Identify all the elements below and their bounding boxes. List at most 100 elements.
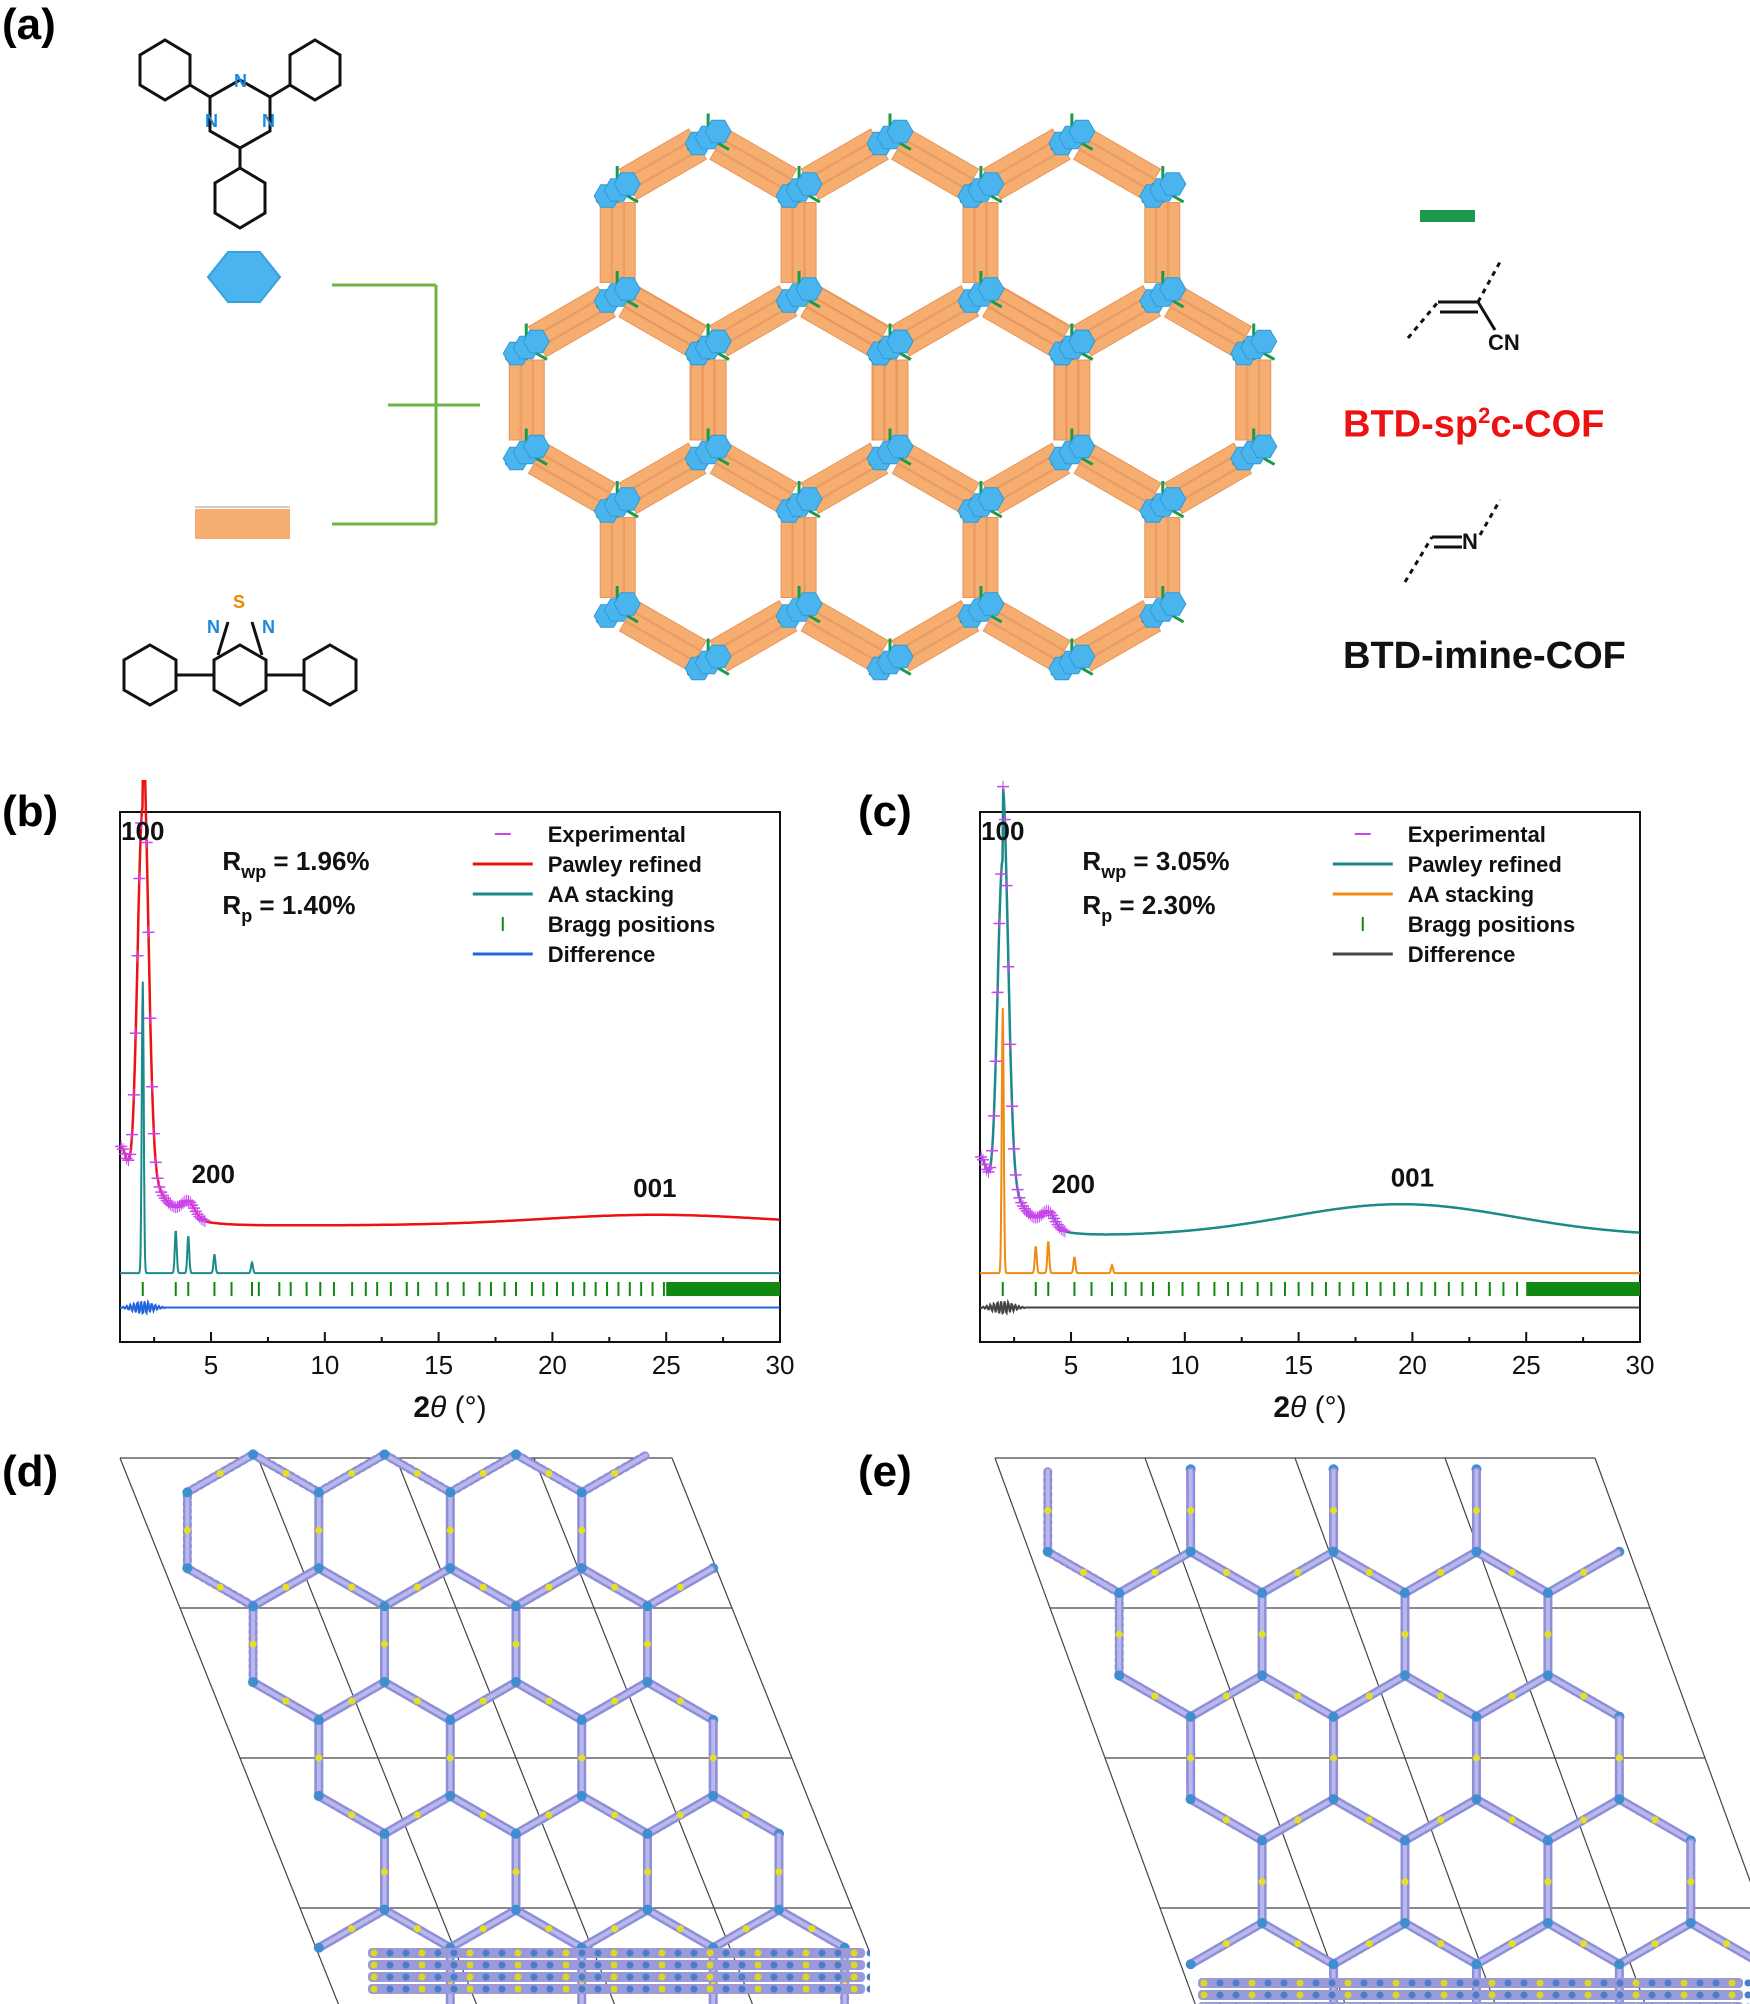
layer-atom xyxy=(738,1961,746,1969)
unit-cell-line xyxy=(994,1457,1196,2004)
cof-node xyxy=(522,329,550,354)
cof-node xyxy=(1250,329,1278,354)
sulfur-atom xyxy=(1508,1692,1516,1700)
imine-linkage xyxy=(1403,499,1502,583)
sulfur-atom xyxy=(413,1583,421,1591)
layer-atom xyxy=(1696,1991,1704,1999)
legend-label: AA stacking xyxy=(548,882,674,907)
triazine-n-3: N xyxy=(262,111,275,131)
nitrogen-atom xyxy=(1328,1959,1339,1970)
layer-atom xyxy=(754,1949,762,1957)
bond-symbol xyxy=(1420,210,1475,222)
layer-atom xyxy=(434,1949,442,1957)
layer-atom xyxy=(562,1985,570,1993)
nitrogen-atom xyxy=(642,1601,653,1612)
linker-block xyxy=(623,202,636,283)
sulfur-atom xyxy=(1222,1692,1230,1700)
sulfur-atom xyxy=(742,1925,750,1933)
cof-node xyxy=(1068,119,1096,144)
x-tick-label: 10 xyxy=(1170,1350,1199,1380)
layer-atom xyxy=(418,1949,426,1957)
layer-atom xyxy=(850,1973,858,1981)
panel-label-b: (b) xyxy=(2,787,59,836)
cof-node xyxy=(522,434,550,459)
peak-label: 100 xyxy=(121,816,164,846)
layer-atom xyxy=(802,1949,810,1957)
layer-atom xyxy=(578,1985,586,1993)
sulfur-atom xyxy=(1723,1940,1731,1948)
layer-atom xyxy=(834,1973,842,1981)
nitrogen-atom xyxy=(379,1449,390,1460)
layer-atom xyxy=(626,1949,634,1957)
x-tick-label: 15 xyxy=(1284,1350,1313,1380)
layer-atom xyxy=(1328,1991,1336,1999)
sulfur-atom xyxy=(676,1925,684,1933)
layer-atom xyxy=(674,1949,682,1957)
layer-atom xyxy=(1424,1979,1432,1987)
layer-atom xyxy=(402,1985,410,1993)
layer-atom xyxy=(514,1961,522,1969)
sulfur-atom xyxy=(1079,1568,1087,1576)
layer-atom xyxy=(1472,1979,1480,1987)
layer-atom xyxy=(738,1985,746,1993)
layer-atom xyxy=(834,1985,842,1993)
sulfur-atom xyxy=(249,1640,257,1648)
layer-atom xyxy=(818,1961,826,1969)
x-tick-label: 15 xyxy=(424,1350,453,1380)
sulfur-atom xyxy=(446,1526,454,1534)
layer-atom xyxy=(866,1985,870,1993)
stat-rwp: Rwp = 1.96% xyxy=(222,846,369,882)
nitrogen-atom xyxy=(1471,1711,1482,1722)
nitrogen-atom xyxy=(313,1790,324,1801)
cof-node xyxy=(1250,434,1278,459)
linker-block xyxy=(974,517,987,598)
unit-cell-line xyxy=(395,1457,616,2004)
x-tick-label: 5 xyxy=(204,1350,218,1380)
layer-atom xyxy=(482,1973,490,1981)
cof-node xyxy=(1068,329,1096,354)
sulfur-atom xyxy=(545,1469,553,1477)
linker-block xyxy=(1247,359,1260,441)
cof-node xyxy=(1159,277,1187,301)
nitrogen-atom xyxy=(313,1563,324,1574)
stacked-layer xyxy=(1198,1990,1743,2000)
linker-block xyxy=(702,359,715,441)
layer-atom xyxy=(1296,1979,1304,1987)
nitrogen-atom xyxy=(642,1904,653,1915)
sulfur-atom xyxy=(1151,1692,1159,1700)
linker-block xyxy=(508,359,521,441)
cof-linker-33 xyxy=(1071,442,1164,515)
sulfur-atom xyxy=(578,1526,586,1534)
aa-stacking-line xyxy=(980,1008,1640,1275)
sulfur-atom xyxy=(1151,1568,1159,1576)
cof-node xyxy=(1068,434,1096,459)
nitrogen-atom xyxy=(642,1828,653,1839)
stat-rp: Rp = 2.30% xyxy=(1082,890,1215,926)
linker-block xyxy=(804,517,817,598)
linker-block xyxy=(1259,359,1272,441)
nitrogen-atom xyxy=(1614,1794,1625,1805)
plot-frame xyxy=(979,811,1641,1343)
sulfur-atom xyxy=(1437,1940,1445,1948)
sulfur-atom xyxy=(315,1526,323,1534)
layer-atom xyxy=(1280,1979,1288,1987)
layer-atom xyxy=(1712,1979,1720,1987)
atomic-framework xyxy=(1042,1464,1750,2004)
linker-block xyxy=(599,202,612,283)
sulfur-atom xyxy=(479,1811,487,1819)
layer-atom xyxy=(530,1985,538,1993)
nitrogen-atom xyxy=(1400,1588,1410,1598)
sulfur-atom xyxy=(1508,1940,1516,1948)
x-tick-label: 25 xyxy=(1512,1350,1541,1380)
layer-atom xyxy=(1712,1991,1720,1999)
sulfur-atom xyxy=(1580,1692,1588,1700)
stat-part: R xyxy=(222,846,241,876)
legend-label: Bragg positions xyxy=(548,912,715,937)
layer-atom xyxy=(1472,1991,1480,1999)
layer-atom xyxy=(786,1973,794,1981)
cof-node xyxy=(1159,487,1187,511)
layer-atom xyxy=(498,1973,506,1981)
layer-atom xyxy=(770,1949,778,1957)
nitrogen-atom xyxy=(1185,1794,1196,1805)
x-axis-label: 2θ (°) xyxy=(1273,1391,1346,1424)
